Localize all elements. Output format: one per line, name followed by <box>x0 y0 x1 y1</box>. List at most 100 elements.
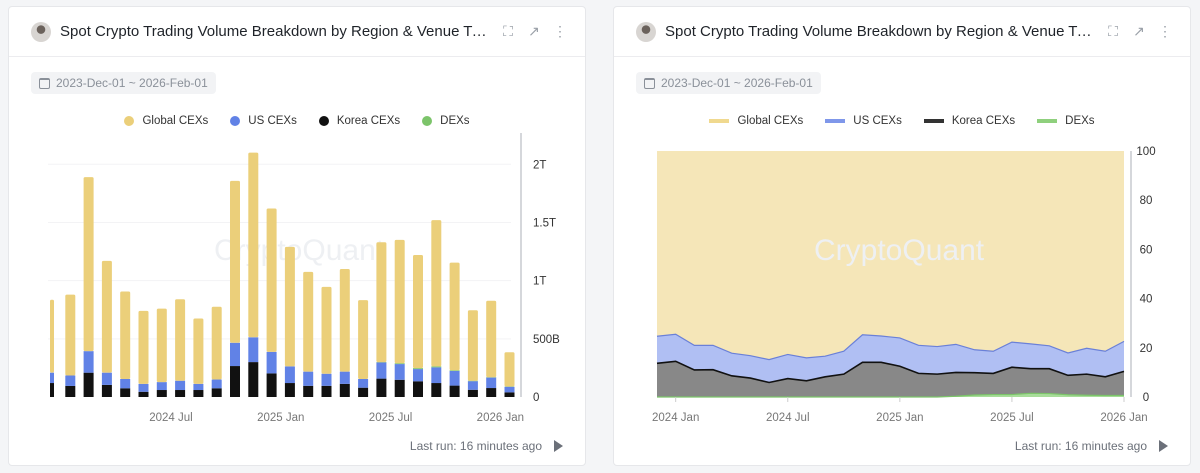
bar-global-cexs <box>339 269 350 372</box>
fullscreen-icon[interactable]: ⛶ <box>503 23 513 39</box>
bar-global-cexs <box>138 310 149 384</box>
bar-korea-cexs <box>467 389 478 397</box>
legend-korea[interactable]: Korea CEXs <box>318 115 401 127</box>
bar-global-cexs <box>358 300 369 379</box>
card-header: Spot Crypto Trading Volume Breakdown by … <box>9 7 585 57</box>
bar-korea-cexs <box>50 383 54 397</box>
run-button[interactable] <box>1159 440 1168 452</box>
bar-chart: 0 500B 1T 1.5T 2T CryptoQuant 2024 Jul 2025 Jan… <box>48 133 560 424</box>
y-tick-label: 100 <box>1136 146 1155 158</box>
last-run: Last run: 16 minutes ago <box>1014 439 1147 453</box>
bar-us-cexs <box>138 383 149 392</box>
open-external-icon[interactable]: ↗ <box>1133 23 1145 39</box>
bar-us-cexs <box>193 383 204 391</box>
y-tick-label: 80 <box>1140 195 1153 207</box>
legend-dex[interactable]: DEXs <box>422 115 470 127</box>
legend-label: US CEXs <box>853 115 902 127</box>
bar-us-cexs <box>175 380 186 391</box>
bar-us-cexs <box>211 379 222 389</box>
legend-dex[interactable]: DEXs <box>1037 115 1095 127</box>
bar-us-cexs <box>120 378 131 389</box>
bar-us-cexs <box>230 342 240 367</box>
date-range: 2023-Dec-01 ~ 2026-Feb-01 <box>661 76 813 90</box>
y-tick-label: 500B <box>533 334 560 346</box>
more-vertical-icon[interactable]: ⋮ <box>1158 23 1172 39</box>
chart-card-share: Spot Crypto Trading Volume Breakdown by … <box>613 6 1191 466</box>
bar-us-cexs <box>358 378 369 388</box>
bar-korea-cexs <box>486 388 497 397</box>
fullscreen-icon[interactable]: ⛶ <box>1108 23 1118 39</box>
bar-korea-cexs <box>449 385 460 397</box>
legend-label: DEXs <box>1065 115 1095 127</box>
last-run: Last run: 16 minutes ago <box>409 439 542 453</box>
bar-dexs <box>413 368 423 370</box>
legend-label: DEXs <box>440 115 470 127</box>
bar-global-cexs <box>467 310 478 381</box>
bar-korea-cexs <box>394 379 405 397</box>
bar-dexs <box>394 363 405 365</box>
bar-global-cexs <box>303 271 314 372</box>
date-range-picker[interactable]: 2023-Dec-01 ~ 2026-Feb-01 <box>31 72 216 94</box>
legend: Global CEXs US CEXs Korea CEXs DEXs <box>9 115 585 127</box>
legend-global[interactable]: Global CEXs <box>124 115 208 127</box>
more-vertical-icon[interactable]: ⋮ <box>553 23 567 39</box>
bar-korea-cexs <box>413 381 423 397</box>
bar-global-cexs <box>83 177 94 352</box>
avatar <box>636 21 656 42</box>
bar-korea-cexs <box>193 390 204 397</box>
bar-korea-cexs <box>339 383 350 397</box>
bar-us-cexs <box>413 369 423 382</box>
bar-global-cexs <box>431 220 442 367</box>
legend-us[interactable]: US CEXs <box>230 115 297 127</box>
card-header: Spot Crypto Trading Volume Breakdown by … <box>614 7 1190 57</box>
legend-label: Global CEXs <box>737 115 804 127</box>
bar-global-cexs <box>449 262 460 371</box>
legend-label: Korea CEXs <box>336 115 401 127</box>
legend-label: Korea CEXs <box>951 115 1016 127</box>
calendar-icon <box>644 77 655 89</box>
y-tick-label: 2T <box>533 159 546 171</box>
bar-korea-cexs <box>248 362 259 397</box>
x-tick-label: 2024 Jul <box>149 412 192 424</box>
bar-global-cexs <box>284 246 295 367</box>
x-tick-label: 2025 Jan <box>257 412 304 424</box>
bar-global-cexs <box>394 239 405 364</box>
bar-korea-cexs <box>431 383 442 397</box>
line-korea-cexs <box>656 360 1125 384</box>
bar-korea-cexs <box>230 366 240 397</box>
area-korea-cexs <box>657 361 1124 397</box>
bar-global-cexs <box>230 180 240 343</box>
legend-label: Global CEXs <box>142 115 209 127</box>
bar-global-cexs <box>211 306 222 380</box>
legend-us[interactable]: US CEXs <box>825 115 902 127</box>
bar-us-cexs <box>486 377 497 389</box>
bar-global-cexs <box>175 299 186 381</box>
date-range-picker[interactable]: 2023-Dec-01 ~ 2026-Feb-01 <box>636 72 821 94</box>
bar-korea-cexs <box>321 385 332 397</box>
bar-global-cexs <box>248 152 259 338</box>
bar-global-cexs <box>266 208 277 352</box>
y-tick-label: 40 <box>1140 294 1153 306</box>
x-tick-label: 2024 Jul <box>766 412 809 424</box>
calendar-icon <box>39 77 50 89</box>
run-button[interactable] <box>554 440 563 452</box>
legend-korea[interactable]: Korea CEXs <box>923 115 1016 127</box>
open-external-icon[interactable]: ↗ <box>528 23 540 39</box>
bar-global-cexs <box>156 308 167 383</box>
bar-korea-cexs <box>120 388 131 397</box>
bar-korea-cexs <box>138 391 149 397</box>
bar-dexs <box>449 370 460 371</box>
bar-us-cexs <box>339 371 350 384</box>
bar-korea-cexs <box>376 378 387 397</box>
bar-korea-cexs <box>266 373 277 397</box>
bar-global-cexs <box>101 260 112 373</box>
area-dexs <box>657 393 1124 397</box>
watermark: CryptoQuant <box>214 234 385 267</box>
bar-korea-cexs <box>284 383 295 397</box>
bar-global-cexs <box>376 242 387 363</box>
legend-global[interactable]: Global CEXs <box>709 115 803 127</box>
bar-korea-cexs <box>101 384 112 397</box>
bar-global-cexs <box>193 318 204 384</box>
bar-korea-cexs <box>211 388 222 397</box>
bar-global-cexs <box>65 294 76 376</box>
